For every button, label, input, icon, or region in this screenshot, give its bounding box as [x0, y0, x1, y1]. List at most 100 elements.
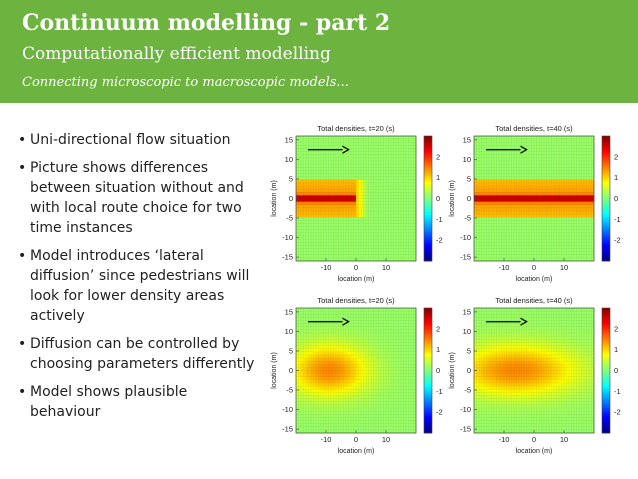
heatmap-cell — [413, 336, 417, 340]
heatmap-cell — [341, 198, 344, 202]
heatmap-cell — [571, 170, 575, 174]
heatmap-cell — [323, 154, 327, 159]
heatmap-cell — [536, 151, 540, 156]
heatmap-cell — [323, 207, 327, 212]
heatmap-cell — [368, 336, 372, 340]
heatmap-cell — [534, 257, 537, 262]
heatmap-cell — [479, 245, 482, 249]
heatmap-cell — [311, 342, 314, 346]
heatmap-cell — [356, 211, 359, 215]
heatmap-cell — [559, 207, 562, 212]
heatmap-cell — [321, 192, 324, 196]
heatmap-cell — [584, 167, 587, 171]
heatmap-cell — [378, 201, 382, 206]
heatmap-cell — [351, 245, 354, 249]
heatmap-cell — [496, 186, 500, 190]
heatmap-cell — [331, 323, 334, 328]
heatmap-cell — [524, 236, 527, 240]
heatmap-cell — [348, 339, 352, 343]
heatmap-cell — [326, 323, 329, 328]
heatmap-cell — [311, 308, 314, 312]
heatmap-cell — [529, 164, 532, 168]
heatmap-cell — [306, 214, 309, 218]
heatmap-cell — [316, 236, 319, 240]
heatmap-cell — [336, 151, 339, 156]
heatmap-cell — [519, 257, 522, 262]
heatmap-cell — [386, 204, 389, 209]
heatmap-cell — [298, 186, 302, 190]
heatmap-cell — [403, 336, 407, 340]
heatmap-cell — [366, 336, 369, 340]
heatmap-cell — [529, 179, 532, 184]
heatmap-cell — [396, 226, 399, 231]
heatmap-cell — [371, 320, 374, 324]
heatmap-cell — [516, 198, 520, 202]
heatmap-cell — [544, 248, 547, 252]
heatmap-cell — [534, 176, 537, 181]
heatmap-cell — [378, 161, 382, 165]
heatmap-cell — [514, 223, 517, 227]
heatmap-cell — [401, 323, 404, 328]
heatmap-cell — [348, 161, 352, 165]
heatmap-cell — [296, 139, 299, 143]
heatmap-cell — [519, 173, 522, 177]
heatmap-cell — [541, 179, 545, 184]
heatmap-cell — [581, 154, 585, 159]
heatmap-cell — [474, 186, 477, 190]
heatmap-cell — [333, 136, 337, 140]
heatmap-cell — [526, 186, 530, 190]
heatmap-cell — [398, 333, 402, 337]
heatmap-cell — [506, 257, 510, 262]
heatmap-cell — [376, 242, 379, 246]
heatmap-cell — [406, 201, 409, 206]
heatmap-cell — [591, 214, 595, 218]
heatmap-cell — [363, 251, 367, 256]
heatmap-cell — [534, 239, 537, 243]
heatmap-cell — [321, 176, 324, 181]
heatmap-cell — [413, 176, 417, 181]
heatmap-cell — [393, 192, 397, 196]
heatmap-cell — [316, 257, 319, 262]
heatmap-cell — [386, 136, 389, 140]
heatmap-cell — [328, 336, 332, 340]
heatmap-cell — [494, 145, 497, 149]
heatmap-cell — [301, 257, 304, 262]
heatmap-cell — [318, 326, 322, 331]
slide-title: Continuum modelling - part 2 — [22, 10, 391, 36]
heatmap-cell — [549, 176, 552, 181]
heatmap-cell — [353, 311, 357, 315]
heatmap-cell — [401, 186, 404, 190]
heatmap-cell — [506, 239, 510, 243]
heatmap-cell — [401, 164, 404, 168]
heatmap-cell — [356, 195, 359, 199]
heatmap-cell — [363, 154, 367, 159]
heatmap-cell — [378, 154, 382, 159]
heatmap-cell — [366, 170, 369, 174]
heatmap-cell — [353, 204, 357, 209]
heatmap-cell — [531, 214, 535, 218]
heatmap-cell — [301, 329, 304, 334]
heatmap-cell — [576, 217, 580, 221]
heatmap-cell — [368, 173, 372, 177]
heatmap-cell — [589, 239, 592, 243]
heatmap-cell — [514, 226, 517, 231]
heatmap-cell — [383, 308, 387, 312]
heatmap-cell — [371, 339, 374, 343]
heatmap-cell — [574, 189, 577, 193]
heatmap-cell — [336, 145, 339, 149]
heatmap-cell — [406, 217, 409, 221]
heatmap-cell — [298, 326, 302, 331]
heatmap-cell — [391, 217, 394, 221]
heatmap-cell — [298, 314, 302, 318]
heatmap-cell — [341, 151, 344, 156]
heatmap-cell — [514, 189, 517, 193]
heatmap-cell — [403, 229, 407, 234]
heatmap-cell — [509, 248, 512, 252]
heatmap-cell — [321, 314, 324, 318]
heatmap-cell — [474, 248, 477, 252]
heatmap-cell — [511, 245, 515, 249]
heatmap-cell — [393, 226, 397, 231]
heatmap-cell — [411, 195, 414, 199]
heatmap-cell — [393, 145, 397, 149]
heatmap-cell — [481, 151, 485, 156]
